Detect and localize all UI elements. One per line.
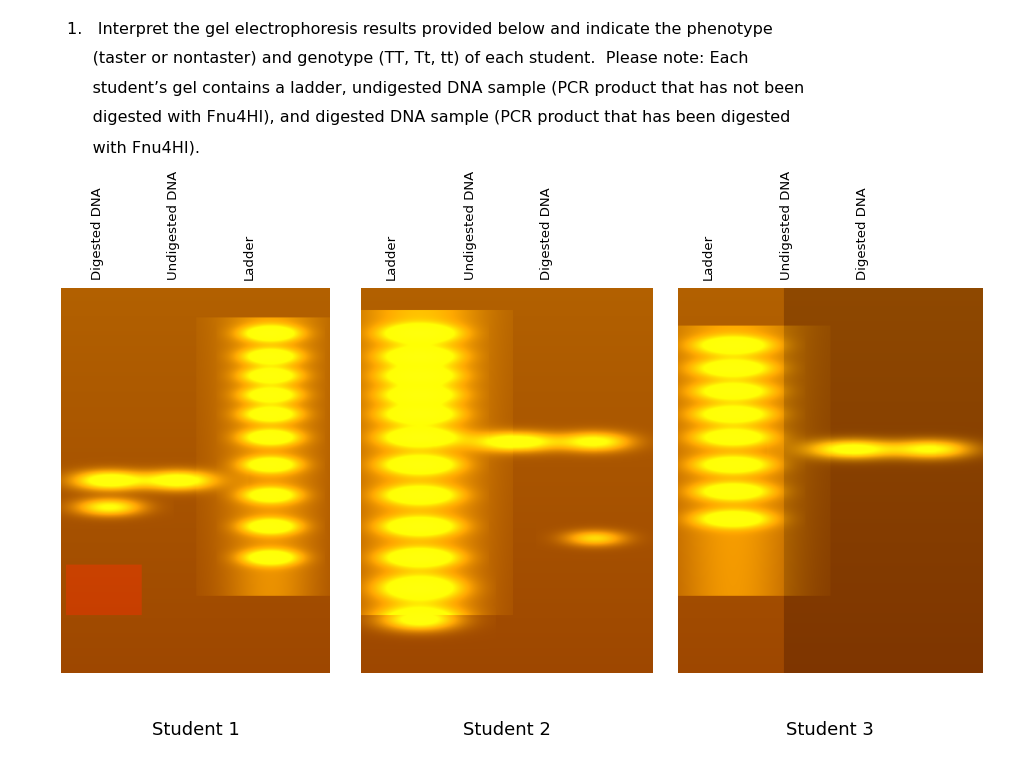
Text: 1.   Interpret the gel electrophoresis results provided below and indicate the p: 1. Interpret the gel electrophoresis res… (67, 22, 772, 37)
Text: Student 3: Student 3 (785, 720, 873, 739)
Text: Ladder: Ladder (701, 234, 715, 280)
Text: digested with Fnu4HI), and digested DNA sample (PCR product that has been digest: digested with Fnu4HI), and digested DNA … (67, 110, 790, 125)
Text: Ladder: Ladder (243, 234, 256, 280)
Text: Undigested DNA: Undigested DNA (167, 171, 180, 280)
Text: Digested DNA: Digested DNA (540, 187, 553, 280)
Text: with Fnu4HI).: with Fnu4HI). (67, 140, 200, 155)
Text: Undigested DNA: Undigested DNA (464, 171, 477, 280)
Text: (taster or nontaster) and genotype (TT, Tt, tt) of each student.  Please note: E: (taster or nontaster) and genotype (TT, … (67, 51, 749, 66)
Text: student’s gel contains a ladder, undigested DNA sample (PCR product that has not: student’s gel contains a ladder, undiges… (67, 81, 804, 96)
Text: Student 1: Student 1 (152, 720, 240, 739)
Text: Digested DNA: Digested DNA (856, 187, 869, 280)
Text: Student 2: Student 2 (463, 720, 551, 739)
Text: Digested DNA: Digested DNA (91, 187, 104, 280)
Text: Ladder: Ladder (385, 234, 398, 280)
Text: Undigested DNA: Undigested DNA (780, 171, 794, 280)
